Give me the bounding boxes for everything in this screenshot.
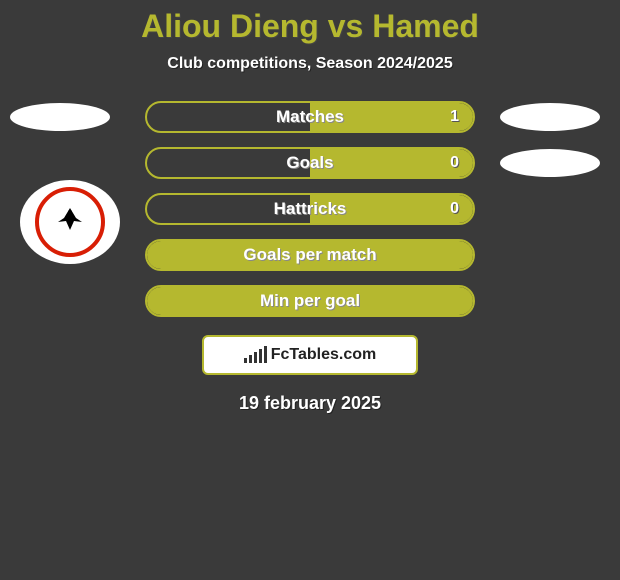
stat-value-right: 1 (450, 108, 459, 126)
player-right-ellipse (500, 103, 600, 131)
stat-label: Goals (147, 153, 473, 173)
fctables-text: FcTables.com (271, 346, 377, 364)
stat-value-right: 0 (450, 200, 459, 218)
stat-pill-goals: Goals 0 (145, 147, 475, 179)
eagle-icon (53, 202, 87, 243)
club-badge-left (20, 180, 120, 264)
stat-pill-hattricks: Hattricks 0 (145, 193, 475, 225)
stat-label: Goals per match (147, 245, 473, 265)
subtitle: Club competitions, Season 2024/2025 (0, 55, 620, 101)
stat-row: Goals 0 (0, 147, 620, 179)
stat-row: Matches 1 (0, 101, 620, 133)
stat-value-right: 0 (450, 154, 459, 172)
stat-label: Min per goal (147, 291, 473, 311)
stat-label: Matches (147, 107, 473, 127)
fctables-logo[interactable]: FcTables.com (202, 335, 418, 375)
stat-pill-matches: Matches 1 (145, 101, 475, 133)
stat-pill-mpg: Min per goal (145, 285, 475, 317)
bars-icon (244, 347, 267, 363)
stat-label: Hattricks (147, 199, 473, 219)
page-title: Aliou Dieng vs Hamed (0, 0, 620, 55)
player-right-ellipse-2 (500, 149, 600, 177)
player-left-ellipse (10, 103, 110, 131)
stat-pill-gpm: Goals per match (145, 239, 475, 271)
date-text: 19 february 2025 (0, 393, 620, 414)
badge-inner (35, 187, 105, 257)
stat-row: Min per goal (0, 285, 620, 317)
